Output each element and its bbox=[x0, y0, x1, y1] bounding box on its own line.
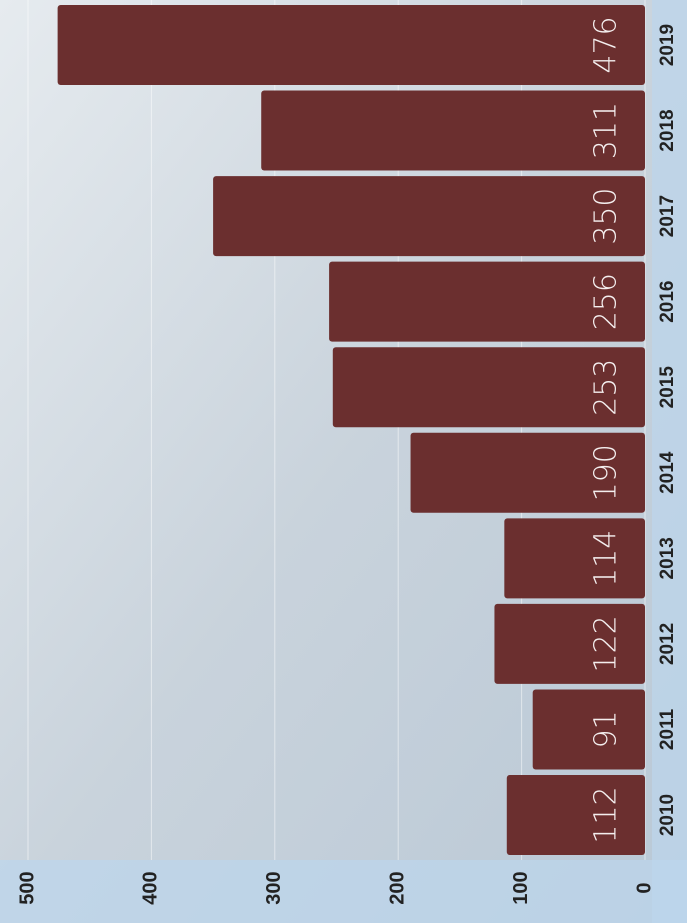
value-label: 122 bbox=[589, 615, 624, 672]
bar bbox=[57, 5, 645, 85]
value-label: 256 bbox=[589, 273, 624, 330]
x-tick-label: 2014 bbox=[657, 451, 678, 494]
x-tick-label: 2015 bbox=[657, 366, 678, 409]
x-tick-label: 2010 bbox=[657, 794, 678, 836]
value-label: 253 bbox=[589, 359, 624, 416]
bar bbox=[329, 261, 645, 342]
bar bbox=[410, 432, 645, 513]
y-tick-label: 100 bbox=[510, 871, 532, 904]
bar bbox=[332, 347, 645, 428]
x-tick-label: 2012 bbox=[657, 623, 678, 665]
bar bbox=[261, 90, 645, 171]
value-label: 190 bbox=[589, 444, 624, 501]
x-tick-label: 2017 bbox=[657, 195, 678, 237]
value-label: 476 bbox=[589, 16, 624, 73]
x-tick-label: 2013 bbox=[657, 537, 678, 579]
x-tick-label: 2016 bbox=[657, 281, 678, 323]
y-tick-label: 0 bbox=[633, 882, 655, 893]
y-tick-label: 200 bbox=[386, 871, 408, 904]
category-band bbox=[652, 0, 687, 923]
y-tick-label: 300 bbox=[263, 871, 285, 904]
value-label: 91 bbox=[589, 710, 624, 748]
bar bbox=[506, 775, 645, 855]
bar bbox=[494, 603, 645, 684]
y-tick-label: 500 bbox=[16, 871, 38, 904]
x-tick-label: 2018 bbox=[657, 109, 678, 151]
x-tick-label: 2011 bbox=[657, 708, 678, 750]
bar bbox=[504, 518, 645, 599]
value-label: 350 bbox=[589, 187, 624, 244]
value-label: 311 bbox=[589, 102, 624, 159]
axis-band bbox=[0, 860, 687, 923]
bar bbox=[213, 176, 645, 257]
value-label: 114 bbox=[589, 530, 624, 587]
x-tick-label: 2019 bbox=[657, 24, 678, 66]
value-label: 112 bbox=[589, 786, 624, 843]
bar bbox=[532, 689, 645, 770]
y-tick-label: 400 bbox=[140, 871, 162, 904]
